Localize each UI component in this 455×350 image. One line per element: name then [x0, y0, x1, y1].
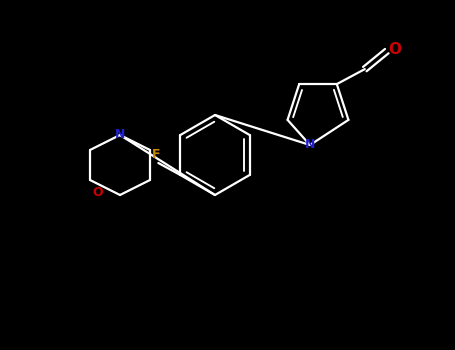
Text: N: N — [115, 128, 125, 141]
Text: N: N — [305, 138, 315, 150]
Text: F: F — [152, 148, 161, 161]
Text: O: O — [388, 42, 401, 57]
Text: O: O — [93, 187, 103, 199]
